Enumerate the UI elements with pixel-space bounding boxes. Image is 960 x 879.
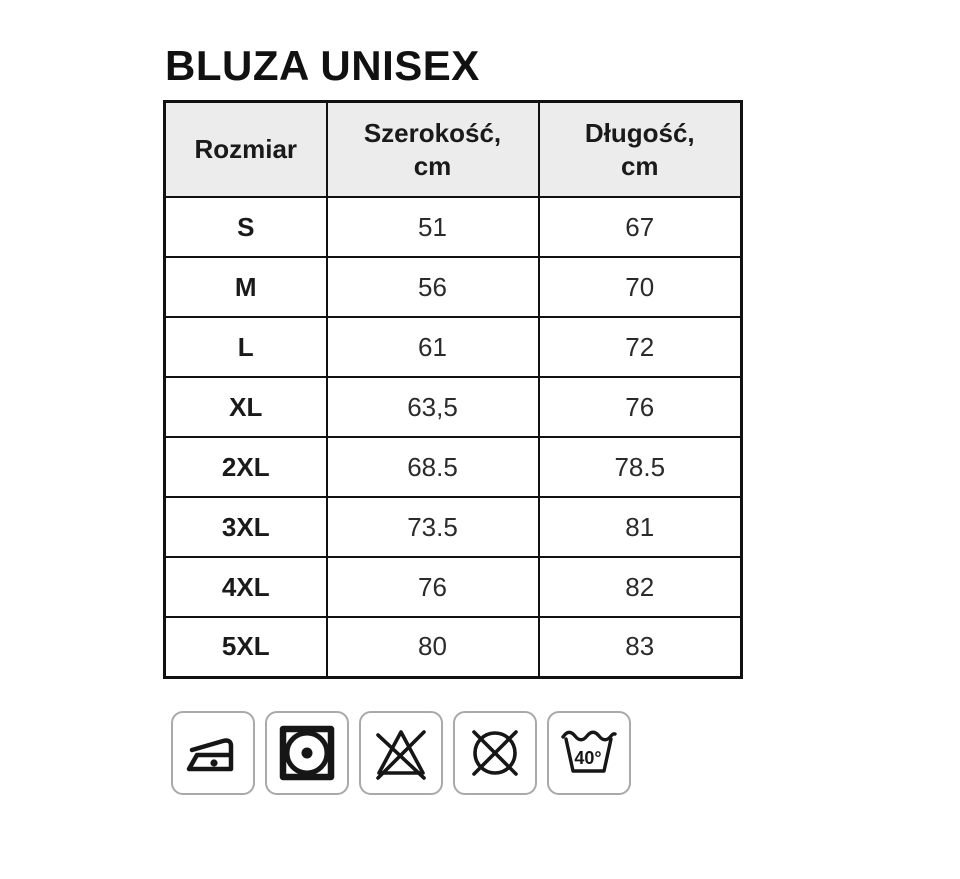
width-value: 73.5 (325, 496, 540, 558)
size-label: XL (163, 376, 328, 438)
length-value: 81 (537, 496, 743, 558)
care-tile-do-not-dry-clean (453, 711, 537, 795)
care-tile-iron (171, 711, 255, 795)
page-title: BLUZA UNISEX (165, 42, 480, 89)
length-value: 78.5 (537, 436, 743, 498)
size-label: M (163, 256, 328, 318)
size-label: S (163, 196, 328, 258)
column-header-length: Długość, cm (537, 100, 743, 198)
length-value: 72 (537, 316, 743, 378)
size-label: 3XL (163, 496, 328, 558)
table-row-l: L 61 72 (163, 316, 743, 378)
width-value: 80 (325, 616, 540, 678)
width-value: 56 (325, 256, 540, 318)
column-header-width: Szerokość, cm (325, 100, 540, 198)
table-row-m: M 56 70 (163, 256, 743, 318)
table-row-s: S 51 67 (163, 196, 743, 258)
width-value: 63,5 (325, 376, 540, 438)
table-row-3xl: 3XL 73.5 81 (163, 496, 743, 558)
width-value: 76 (325, 556, 540, 618)
care-tile-tumble-dry (265, 711, 349, 795)
table-row-5xl: 5XL 80 83 (163, 616, 743, 678)
tumble-dry-icon (275, 721, 339, 785)
care-icons-row: 40° (171, 711, 631, 795)
length-value: 70 (537, 256, 743, 318)
care-tile-wash-40: 40° (547, 711, 631, 795)
width-value: 61 (325, 316, 540, 378)
width-value: 51 (325, 196, 540, 258)
do-not-bleach-icon (369, 721, 433, 785)
length-value: 76 (537, 376, 743, 438)
iron-one-dot-icon (181, 721, 245, 785)
size-label: 2XL (163, 436, 328, 498)
column-header-size: Rozmiar (163, 100, 328, 198)
width-value: 68.5 (325, 436, 540, 498)
size-table: Rozmiar Szerokość, cm Długość, cm S 51 6… (163, 100, 743, 679)
size-table-header-row: Rozmiar Szerokość, cm Długość, cm (163, 100, 743, 198)
length-value: 82 (537, 556, 743, 618)
size-label: 4XL (163, 556, 328, 618)
size-label: 5XL (163, 616, 328, 678)
length-value: 83 (537, 616, 743, 678)
table-row-2xl: 2XL 68.5 78.5 (163, 436, 743, 498)
wash-temperature-label: 40° (574, 748, 601, 768)
table-row-xl: XL 63,5 76 (163, 376, 743, 438)
length-value: 67 (537, 196, 743, 258)
do-not-dry-clean-icon (463, 721, 527, 785)
table-row-4xl: 4XL 76 82 (163, 556, 743, 618)
care-tile-do-not-bleach (359, 711, 443, 795)
wash-40-icon: 40° (557, 721, 621, 785)
size-label: L (163, 316, 328, 378)
